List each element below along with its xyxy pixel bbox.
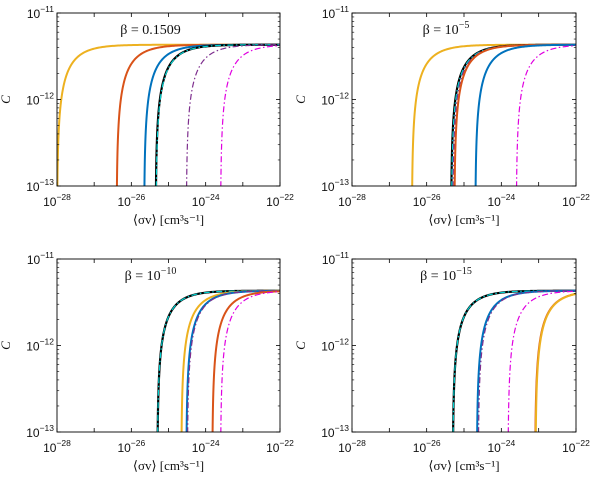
- y-tick-label: 10−11: [322, 250, 349, 267]
- x-axis-label: ⟨σv⟩ [cm³s⁻¹]: [133, 458, 204, 473]
- x-tick-label: 10−22: [562, 438, 590, 455]
- x-tick-label: 10−24: [487, 438, 515, 455]
- series-3-line: [180, 289, 280, 432]
- y-tick-label: 10−13: [26, 423, 54, 440]
- series-6-line: [186, 44, 280, 186]
- x-tick-label: 10−28: [43, 192, 71, 209]
- series-7-line: [515, 45, 576, 186]
- y-tick-label: 10−12: [321, 337, 349, 354]
- y-tick-label: 10−11: [27, 4, 54, 21]
- series-group: [452, 289, 576, 432]
- series-3-line: [476, 289, 576, 432]
- series-2-line: [115, 43, 280, 186]
- x-tick-label: 10−24: [192, 438, 220, 455]
- series-5-line: [187, 290, 280, 432]
- x-tick-label: 10−26: [413, 438, 441, 455]
- series-7-line: [220, 291, 280, 432]
- panel-title: β = 10−10: [125, 266, 177, 284]
- y-tick-label: 10−13: [321, 177, 349, 194]
- series-4-line: [185, 289, 280, 432]
- y-tick-label: 10−11: [322, 4, 349, 21]
- series-4-line: [477, 290, 576, 432]
- series-4-line: [154, 43, 280, 186]
- series-3-line: [143, 43, 280, 186]
- series-1-line: [452, 289, 576, 432]
- series-2-line: [452, 290, 576, 432]
- y-tick-label: 10−12: [26, 337, 54, 354]
- plot-frame: [56, 12, 281, 187]
- series-4-line: [452, 44, 576, 186]
- series-6-line: [211, 290, 280, 432]
- series-6-line: [474, 43, 576, 186]
- series-group: [156, 289, 280, 432]
- x-tick-label: 10−28: [338, 438, 366, 455]
- x-tick-label: 10−28: [43, 438, 71, 455]
- x-axis-label: ⟨σv⟩ [cm³s⁻¹]: [428, 212, 499, 227]
- y-tick-label: 10−12: [26, 91, 54, 108]
- y-tick-label: 10−13: [321, 423, 349, 440]
- series-7-line: [220, 45, 280, 186]
- series-6-line: [534, 292, 576, 432]
- series-5-line: [155, 44, 280, 186]
- series-2-line: [157, 290, 280, 432]
- x-tick-label: 10−22: [562, 192, 590, 209]
- series-3-line: [451, 44, 576, 186]
- panel-title: β = 10−5: [423, 20, 470, 38]
- x-tick-label: 10−26: [117, 438, 145, 455]
- x-tick-label: 10−26: [117, 192, 145, 209]
- x-tick-label: 10−26: [413, 192, 441, 209]
- x-tick-label: 10−28: [338, 192, 366, 209]
- y-axis-label: C: [293, 95, 308, 104]
- y-tick-label: 10−13: [26, 177, 54, 194]
- series-1-line: [57, 43, 280, 186]
- series-1-line: [411, 43, 576, 186]
- series-5-line: [507, 290, 576, 432]
- x-axis-label: ⟨σv⟩ [cm³s⁻¹]: [428, 458, 499, 473]
- panel-title: β = 0.1509: [120, 23, 181, 38]
- plot-frame: [56, 258, 281, 433]
- y-axis-label: C: [0, 95, 13, 104]
- series-5-line: [453, 43, 576, 186]
- panel-2: 10−28 10−26 10−24 10−22 10−13 10−12 10−11 β = 1…: [293, 4, 590, 227]
- series-group: [57, 43, 280, 186]
- x-tick-label: 10−24: [192, 192, 220, 209]
- series-2-line: [450, 43, 576, 186]
- plot-frame: [351, 258, 577, 433]
- series-1-line: [156, 289, 280, 432]
- y-axis-label: C: [293, 341, 308, 350]
- panel-1: 10−28 10−26 10−24 10−22 10−13 10−12 10−11 β = 0…: [0, 4, 294, 227]
- plot-frame: [351, 12, 577, 187]
- series-group: [411, 43, 576, 186]
- y-axis-label: C: [0, 341, 13, 350]
- panel-4: 10−28 10−26 10−24 10−22 10−13 10−12 10−11 β = 1…: [293, 250, 590, 473]
- y-tick-label: 10−12: [321, 91, 349, 108]
- x-tick-label: 10−22: [266, 438, 294, 455]
- panel-title: β = 10−15: [420, 266, 472, 284]
- x-tick-label: 10−22: [266, 192, 294, 209]
- series-7-line: [534, 292, 576, 432]
- x-axis-label: ⟨σv⟩ [cm³s⁻¹]: [133, 212, 204, 227]
- y-tick-label: 10−11: [27, 250, 54, 267]
- x-tick-label: 10−24: [487, 192, 515, 209]
- panel-3: 10−28 10−26 10−24 10−22 10−13 10−12 10−11 β = 1…: [0, 250, 294, 473]
